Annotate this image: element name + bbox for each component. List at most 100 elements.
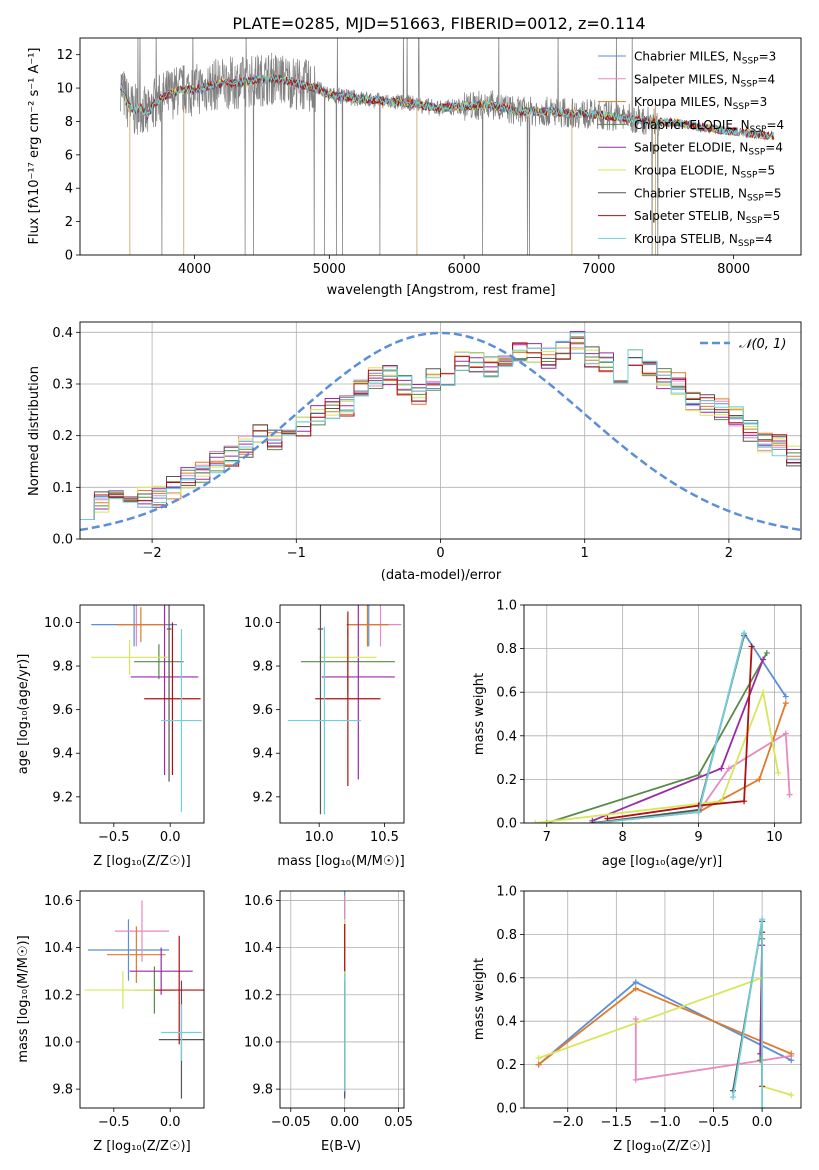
axes-frame	[79, 890, 205, 1109]
weight-marker	[760, 656, 767, 663]
legend-nssp: =4	[755, 232, 773, 246]
legend-label: Chabrier ELODIE, NSSP=4	[634, 118, 784, 135]
axes-frame	[79, 321, 802, 540]
weight-marker	[759, 916, 766, 923]
legend-label: 𝒩(0, 1)	[739, 337, 786, 352]
legend-nssp: =5	[763, 209, 781, 223]
y-axis-label: age [log₁₀(age/yr)]	[16, 654, 31, 775]
y-axis-label: mass weight	[472, 673, 487, 755]
y-tick-label: 0.1	[52, 481, 73, 496]
weight-marker	[759, 1105, 766, 1108]
y-tick-label: 10.6	[44, 894, 73, 909]
weight-marker	[763, 649, 770, 656]
x-tick-label: 0.0	[160, 830, 181, 845]
y-tick-label: 9.8	[252, 660, 273, 675]
y-axis-label: mass [log₁₀(M/M☉)]	[16, 935, 31, 1062]
x-tick-label: 8000	[717, 262, 750, 277]
x-tick-label: 1	[581, 546, 589, 561]
legend: 𝒩(0, 1)	[700, 337, 786, 352]
plot-area	[532, 630, 793, 823]
chart-mass-vs-EBV: −0.05 0.00 0.05 9.8 10.0 10.2 10.4 10.6 E(B-V)	[244, 890, 413, 1154]
y-tick-label: 0.2	[496, 773, 517, 788]
x-tick-label: 0	[436, 546, 444, 561]
plot-area	[91, 605, 202, 813]
observed-spectrum	[120, 38, 660, 255]
chart-mass-vs-Z: −0.5 0.0 9.8 10.0 10.2 10.4 10.6 Z [log₁₀(Z/Z☉)…	[16, 890, 205, 1154]
error-point	[114, 900, 170, 962]
y-tick-label: 9.6	[52, 703, 73, 718]
error-point	[287, 626, 361, 815]
error-point	[161, 628, 202, 813]
x-tick-label: 9	[694, 830, 702, 845]
error-point	[144, 622, 201, 776]
legend-subscript: SSP	[748, 148, 765, 158]
weight-line	[697, 732, 791, 813]
legend-nssp: =5	[764, 186, 782, 200]
x-tick-label: 0.05	[384, 1115, 413, 1130]
error-point	[130, 605, 199, 776]
weight-marker	[718, 765, 725, 772]
plot-area	[287, 605, 402, 815]
y-tick-label: 12	[56, 48, 73, 63]
x-tick-label: 5000	[313, 262, 346, 277]
x-tick-label: −1.5	[601, 1115, 633, 1130]
chart-weight-vs-age: 7 8 9 10 0.0 0.2 0.4 0.6 0.8 1.0 age [log₁₀(age/yr…	[472, 599, 802, 869]
legend-subscript: SSP	[742, 57, 759, 67]
y-tick-label: 4	[65, 182, 73, 197]
chart-spectrum: 4000 5000 6000 7000 8000 0 2 4 6 8 10 12 wavelength …	[27, 37, 802, 298]
plot-area	[80, 331, 801, 532]
plot-area	[119, 38, 775, 255]
y-tick-label: 0.2	[52, 429, 73, 444]
legend-nssp: =4	[765, 141, 783, 155]
weight-marker	[760, 689, 767, 696]
legend-subscript: SSP	[741, 171, 758, 181]
error-point	[129, 947, 193, 995]
y-tick-label: 10.0	[44, 1035, 73, 1050]
x-axis-label: E(B-V)	[321, 1139, 361, 1154]
residual-histogram	[80, 331, 801, 520]
x-tick-label: −2.0	[552, 1115, 584, 1130]
x-tick-label: −0.5	[98, 1115, 130, 1130]
error-point	[84, 971, 162, 1009]
legend-subscript: SSP	[750, 125, 767, 135]
y-tick-label: 6	[65, 148, 73, 163]
weight-line	[607, 646, 753, 820]
error-point	[321, 605, 395, 780]
x-axis-label: wavelength [Angstrom, rest frame]	[327, 283, 556, 298]
legend-label: Kroupa ELODIE, NSSP=5	[634, 164, 775, 181]
y-tick-label: 10.6	[244, 894, 273, 909]
x-tick-label: 7000	[582, 262, 615, 277]
y-tick-label: 1.0	[496, 599, 517, 614]
weight-marker	[741, 630, 748, 637]
weight-marker	[775, 769, 782, 776]
x-axis-label: mass [log₁₀(M/M☉)]	[277, 854, 404, 869]
y-axis-label: mass weight	[472, 958, 487, 1040]
error-point	[116, 607, 166, 643]
chart-age-vs-mass: 10.0 10.5 9.2 9.4 9.6 9.8 10.0 mass [log₁₀(M/M☉…	[244, 604, 405, 869]
x-tick-label: 10	[766, 830, 783, 845]
y-tick-label: 9.4	[52, 747, 73, 762]
error-point	[166, 605, 172, 782]
x-tick-label: 8	[619, 830, 627, 845]
y-tick-label: 0.4	[496, 729, 517, 744]
axes-frame	[79, 37, 802, 256]
weight-marker	[695, 809, 702, 816]
x-tick-label: 0.00	[330, 1115, 359, 1130]
legend-label: Kroupa STELIB, NSSP=4	[634, 232, 772, 249]
legend-subscript: SSP	[738, 239, 755, 249]
y-axis-label: Flux [fλ10⁻¹⁷ erg cm⁻² s⁻¹ A⁻¹]	[27, 48, 42, 245]
x-axis-label: (data-model)/error	[381, 568, 502, 583]
y-tick-label: 10	[56, 82, 73, 97]
x-axis-label: Z [log₁₀(Z/Z☉)]	[93, 854, 190, 869]
error-point	[161, 1004, 202, 1061]
axes-frame	[79, 604, 205, 824]
axes-frame	[279, 890, 405, 1109]
weight-line	[592, 635, 745, 823]
model-spectrum	[119, 73, 775, 139]
y-tick-label: 0.8	[496, 928, 517, 943]
y-tick-label: 9.8	[252, 1083, 273, 1098]
weight-marker	[535, 1061, 542, 1068]
weight-marker	[632, 1076, 639, 1083]
weight-line	[535, 688, 780, 823]
